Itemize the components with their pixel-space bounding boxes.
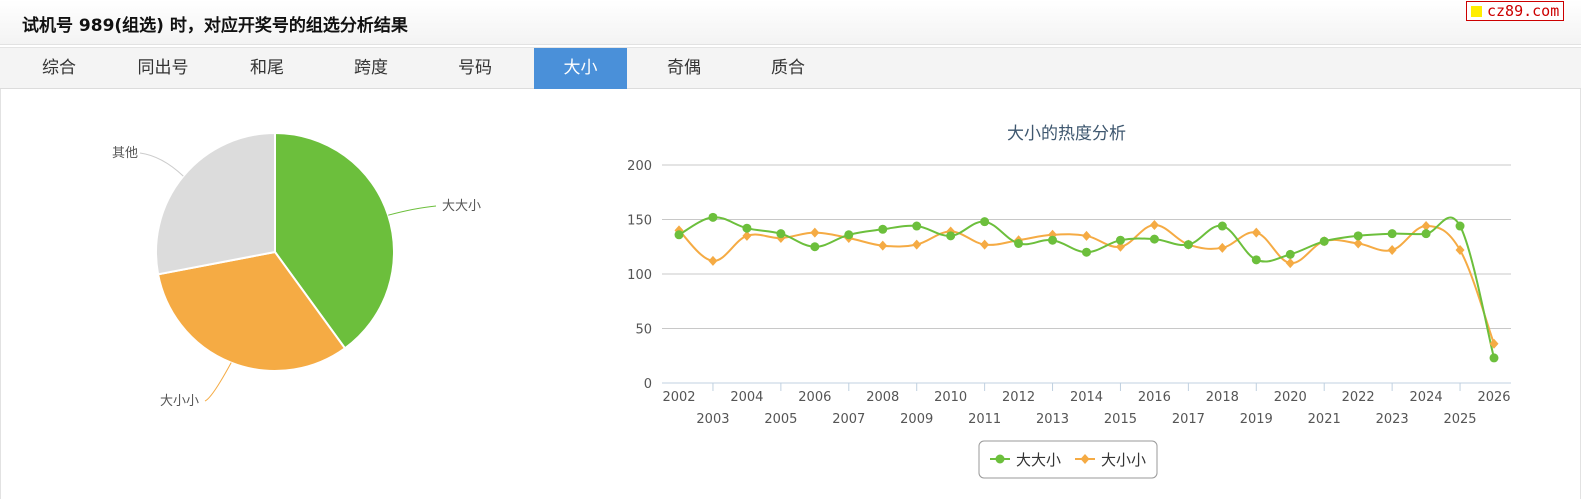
tab-hewei[interactable]: 和尾 xyxy=(250,58,284,78)
tab-bar: 综合 同出号 和尾 跨度 号码 大小 奇偶 质合 xyxy=(0,47,1581,89)
brand-text: cz89.com xyxy=(1487,2,1560,20)
page-title: 试机号 989(组选) 时，对应开奖号的组选分析结果 xyxy=(22,16,408,36)
pie-connector xyxy=(139,152,184,177)
pie-slice xyxy=(156,250,347,372)
pie-connector xyxy=(204,362,232,402)
pie-label: 大小小 xyxy=(160,394,199,409)
tab-tongchuhao[interactable]: 同出号 xyxy=(137,58,189,78)
pie-connector xyxy=(388,205,437,216)
tab-daxiao[interactable]: 大小 xyxy=(534,48,627,89)
brand-logo[interactable]: cz89.com xyxy=(1466,1,1565,21)
pie-label: 大大小 xyxy=(442,199,481,214)
tab-zonghe[interactable]: 综合 xyxy=(42,58,76,78)
pie-label: 其他 xyxy=(112,146,138,161)
brand-square-icon xyxy=(1471,6,1482,17)
tab-kuadu[interactable]: 跨度 xyxy=(354,58,388,78)
pie-slice xyxy=(155,131,276,276)
tab-haoma[interactable]: 号码 xyxy=(458,58,492,78)
tab-zhihe[interactable]: 质合 xyxy=(771,58,805,78)
tab-jiou[interactable]: 奇偶 xyxy=(667,58,701,78)
title-bar: 试机号 989(组选) 时，对应开奖号的组选分析结果 cz89.com xyxy=(0,0,1581,45)
pie-slice xyxy=(274,131,395,350)
